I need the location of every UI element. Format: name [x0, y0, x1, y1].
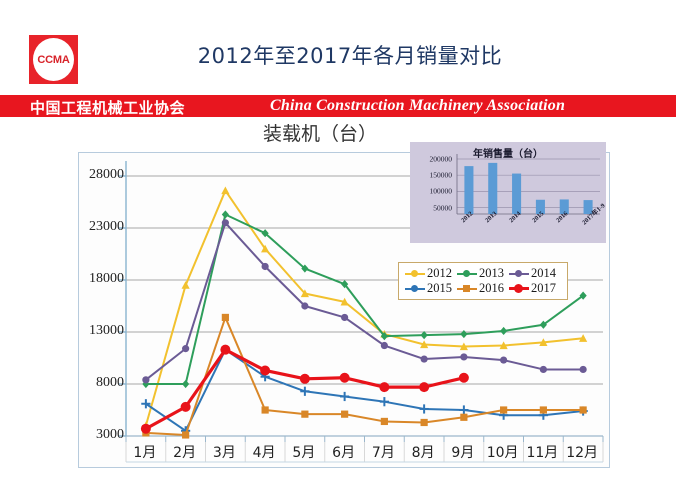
legend-item-2016[interactable]: 2016 — [457, 281, 509, 296]
x-axis-tick-label: 11月 — [526, 445, 559, 461]
y-axis-tick-label: 28000 — [89, 167, 124, 182]
legend-swatch-icon — [405, 284, 425, 294]
chart-heading: 装载机（台） — [262, 123, 377, 145]
legend-row: 2015 2016 2017 — [405, 281, 561, 296]
legend-row: 2012 2013 2014 — [405, 266, 561, 281]
legend-item-2012[interactable]: 2012 — [405, 266, 457, 281]
legend-label: 2013 — [479, 266, 504, 280]
x-axis-tick-label: 7月 — [371, 445, 395, 461]
association-banner: 中国工程机械工业协会 China Construction Machinery … — [0, 95, 676, 117]
legend-label: 2012 — [427, 266, 452, 280]
x-axis-tick-label: 5月 — [292, 445, 316, 461]
x-axis-tick-label: 9月 — [451, 445, 475, 461]
legend-swatch-icon — [457, 284, 477, 294]
logo-ellipse: CCMA — [33, 38, 74, 81]
legend-item-2014[interactable]: 2014 — [509, 266, 561, 281]
legend-item-2015[interactable]: 2015 — [405, 281, 457, 296]
x-axis-tick-label: 3月 — [212, 445, 236, 461]
legend-table: 2012 2013 2014 2015 2016 2017 — [405, 266, 561, 296]
legend-swatch-icon — [457, 269, 477, 279]
page-title: 2012年至2017年各月销量对比 — [197, 44, 503, 68]
legend-label: 2016 — [479, 281, 504, 295]
x-axis-tick-label: 4月 — [252, 445, 276, 461]
legend-swatch-icon — [509, 283, 529, 294]
x-axis-tick-label: 8月 — [411, 445, 435, 461]
x-axis-tick-label: 6月 — [332, 445, 356, 461]
legend-label: 2014 — [531, 266, 556, 280]
y-axis-tick-label: 8000 — [96, 375, 124, 390]
inset-chart-title: 年销售量（台） — [473, 149, 543, 160]
legend-label: 2015 — [427, 281, 452, 295]
main-chart-plot — [119, 161, 604, 463]
banner-english-name: China Construction Machinery Association — [270, 97, 566, 114]
x-axis-tick-label: 2月 — [173, 445, 197, 461]
inset-y-tick-label: 100000 — [429, 186, 453, 196]
logo-text: CCMA — [37, 53, 70, 66]
banner-chinese-name: 中国工程机械工业协会 — [30, 99, 186, 117]
legend-label: 2017 — [531, 281, 556, 295]
inset-y-tick-label: 150000 — [429, 170, 453, 180]
legend-item-2017[interactable]: 2017 — [509, 281, 561, 296]
y-axis-tick-label: 23000 — [89, 219, 124, 234]
ccma-logo: CCMA — [29, 35, 78, 84]
chart-legend: 2012 2013 2014 2015 2016 2017 — [398, 262, 568, 300]
legend-swatch-icon — [405, 269, 425, 279]
y-axis-tick-label: 18000 — [89, 271, 124, 286]
inset-y-tick-label: 200000 — [429, 154, 453, 164]
y-axis-tick-label: 13000 — [89, 323, 124, 338]
x-axis-tick-label: 10月 — [486, 445, 519, 461]
x-axis-tick-label: 1月 — [133, 445, 157, 461]
legend-item-2013[interactable]: 2013 — [457, 266, 509, 281]
legend-swatch-icon — [509, 269, 529, 279]
inset-chart-plot — [456, 154, 600, 217]
y-axis-tick-label: 3000 — [96, 427, 124, 442]
inset-y-tick-label: 50000 — [433, 203, 452, 213]
x-axis-tick-label: 12月 — [566, 445, 599, 461]
inset-bar-chart: 年销售量（台） 50000 100000 150000 200000 2012 2013 2… — [410, 142, 606, 243]
